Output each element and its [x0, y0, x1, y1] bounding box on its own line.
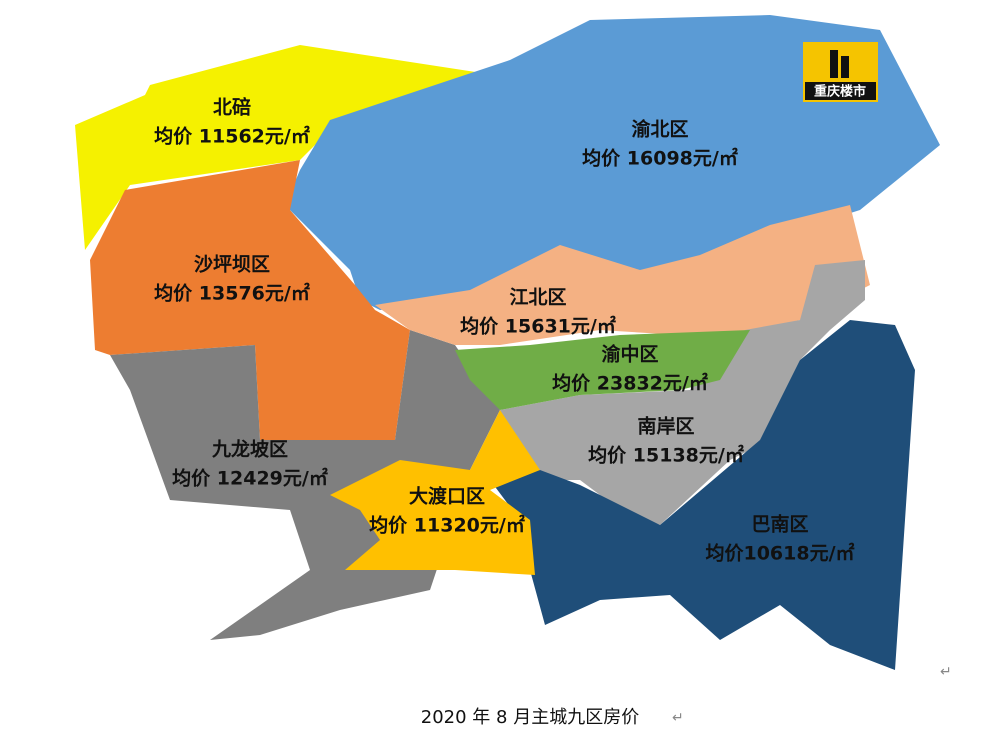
paragraph-mark: ↵	[672, 710, 684, 726]
region-price: 均价 16098元/㎡	[582, 147, 738, 170]
region-name: 九龙坡区	[211, 438, 288, 461]
logo-icon	[830, 50, 838, 78]
region-price: 均价 11320元/㎡	[369, 514, 525, 537]
region-beibei	[75, 45, 495, 250]
region-name: 北碚	[213, 96, 251, 119]
region-price: 均价 23832元/㎡	[552, 372, 708, 395]
logo-text: 重庆楼市	[814, 84, 866, 100]
region-price: 均价 13576元/㎡	[154, 282, 310, 305]
paragraph-mark: ↵	[940, 664, 952, 680]
logo: 重庆楼市	[803, 42, 878, 102]
region-nanan	[500, 260, 865, 525]
logo-icon	[841, 56, 849, 78]
region-name: 沙坪坝区	[194, 254, 270, 276]
region-price: 均价 15138元/㎡	[588, 444, 744, 467]
region-price: 均价 15631元/㎡	[460, 315, 616, 338]
region-name: 南岸区	[637, 416, 694, 438]
region-name: 巴南区	[751, 514, 808, 536]
region-yuzhong	[455, 330, 750, 410]
region-price: 均价 12429元/㎡	[172, 467, 328, 490]
caption: 2020 年 8 月主城九区房价	[421, 707, 639, 728]
region-price: 均价10618元/㎡	[705, 542, 854, 565]
region-name: 江北区	[509, 287, 566, 309]
region-price: 均价 11562元/㎡	[154, 125, 310, 148]
region-name: 大渡口区	[409, 485, 485, 508]
region-name: 渝中区	[601, 343, 658, 366]
region-name: 渝北区	[631, 118, 688, 141]
region-dadukou	[330, 410, 540, 575]
region-shapingba	[90, 160, 410, 440]
region-jiangbei	[375, 205, 870, 345]
region-banan	[490, 320, 915, 670]
logo-band	[805, 82, 876, 100]
